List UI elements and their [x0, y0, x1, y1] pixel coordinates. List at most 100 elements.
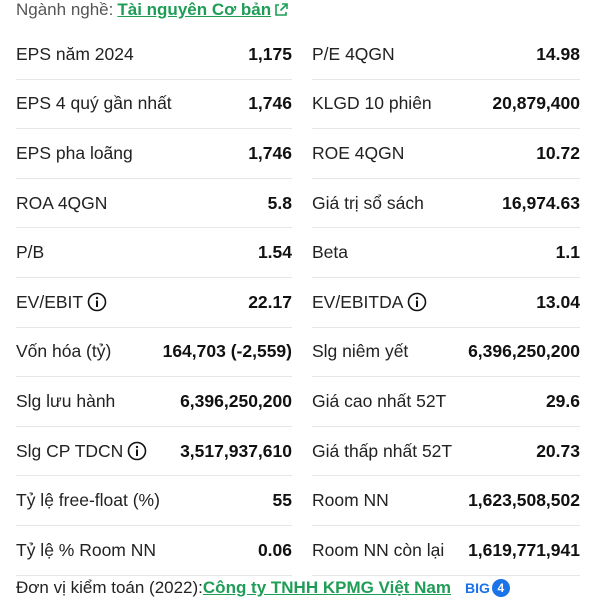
stats-row: EPS pha loãng 1,746 ROE 4QGN 10.72 — [0, 129, 600, 179]
big4-text: BIG — [465, 580, 490, 596]
stats-row: ROA 4QGN 5.8 Giá trị sổ sách 16,974.63 — [0, 179, 600, 229]
stat-cell: Giá trị sổ sách 16,974.63 — [312, 179, 580, 229]
stat-value: 1.54 — [257, 242, 292, 263]
stat-label-text: EPS pha loãng — [16, 142, 133, 163]
stat-label-text: EPS năm 2024 — [16, 43, 134, 64]
external-link-icon — [275, 3, 288, 16]
stat-value: 16,974.63 — [502, 192, 580, 213]
stat-label: EPS năm 2024 — [16, 44, 134, 65]
stat-value: 22.17 — [248, 291, 292, 312]
stat-cell: Room NN 1,623,508,502 — [312, 476, 580, 526]
stat-label-text: Giá trị sổ sách — [312, 192, 424, 213]
stats-row: Slg lưu hành 6,396,250,200 Giá cao nhất 52… — [0, 377, 600, 427]
stat-cell: Beta 1.1 — [312, 228, 580, 278]
stat-label: KLGD 10 phiên — [312, 93, 432, 114]
stat-cell: KLGD 10 phiên 20,879,400 — [312, 80, 580, 130]
stat-value: 1,746 — [248, 142, 292, 163]
stat-value: 13.04 — [536, 291, 580, 312]
stat-value: 1.1 — [555, 242, 580, 263]
industry-value: Tài nguyên Cơ bản — [117, 0, 272, 19]
industry-line: Ngành nghề: Tài nguyên Cơ bản — [16, 0, 289, 24]
stat-label: Slg lưu hành — [16, 391, 115, 412]
stat-cell: Tỷ lệ free-float (%) 55 — [16, 476, 292, 526]
stat-cell: Tỷ lệ % Room NN 0.06 — [16, 526, 292, 576]
stat-label: Room NN — [312, 490, 389, 511]
stat-value: 10.72 — [536, 142, 580, 163]
stat-label: EV/EBIT — [16, 292, 107, 313]
stat-label-text: Tỷ lệ % Room NN — [16, 539, 157, 560]
stat-label-text: Giá cao nhất 52T — [312, 390, 447, 411]
stat-label: ROE 4QGN — [312, 143, 404, 164]
stat-value: 1,623,508,502 — [468, 490, 580, 511]
stat-cell: ROA 4QGN 5.8 — [16, 179, 292, 229]
stats-row: EPS năm 2024 1,175 P/E 4QGN 14.98 — [0, 30, 600, 80]
stat-cell: EPS 4 quý gần nhất 1,746 — [16, 80, 292, 130]
stat-cell: ROE 4QGN 10.72 — [312, 129, 580, 179]
stat-label-text: KLGD 10 phiên — [312, 93, 432, 114]
stat-label-text: EPS 4 quý gần nhất — [16, 93, 172, 114]
big4-number: 4 — [491, 579, 510, 597]
stat-label-text: Room NN — [312, 490, 389, 511]
stat-label: Giá trị sổ sách — [312, 193, 424, 214]
stat-label-text: Slg niêm yết — [312, 341, 409, 362]
stat-label: EPS pha loãng — [16, 143, 133, 164]
stat-label-text: Tỷ lệ free-float (%) — [16, 490, 160, 511]
stat-value: 29.6 — [545, 390, 580, 411]
stat-label: P/E 4QGN — [312, 44, 395, 65]
stat-cell: P/E 4QGN 14.98 — [312, 30, 580, 80]
stat-cell: EPS năm 2024 1,175 — [16, 30, 292, 80]
stat-label-text: P/B — [16, 242, 45, 263]
stat-cell: EV/EBIT 22.17 — [16, 278, 292, 328]
stat-value: 164,703 (-2,559) — [162, 341, 292, 362]
info-icon[interactable] — [87, 292, 107, 312]
stat-value: 14.98 — [536, 43, 580, 64]
stat-label: ROA 4QGN — [16, 193, 107, 214]
stat-value: 3,517,937,610 — [180, 440, 292, 461]
stat-label-text: P/E 4QGN — [312, 43, 395, 64]
auditor-link[interactable]: Công ty TNHH KPMG Việt Nam — [202, 578, 451, 597]
stat-label: Tỷ lệ % Room NN — [16, 540, 156, 561]
stats-row: EV/EBIT 22.17 EV/EBITDA 13.04 — [0, 278, 600, 328]
stat-cell: EV/EBITDA 13.04 — [312, 278, 580, 328]
stat-label-text: Slg lưu hành — [16, 390, 116, 411]
stat-label: Vốn hóa (tỷ) — [16, 341, 111, 362]
stat-value: 0.06 — [257, 539, 292, 560]
auditor-label: Đơn vị kiểm toán (2022): — [16, 578, 203, 597]
info-icon[interactable] — [407, 292, 427, 312]
stat-label-text: Beta — [312, 242, 348, 263]
stat-cell: P/B 1.54 — [16, 228, 292, 278]
stat-label-text: Slg CP TDCN — [16, 440, 124, 461]
stats-row: Tỷ lệ % Room NN 0.06 Room NN còn lại 1,619,… — [0, 526, 600, 576]
stat-value: 1,746 — [248, 93, 292, 114]
stat-label-text: Room NN còn lại — [312, 539, 445, 560]
stat-cell: Giá cao nhất 52T 29.6 — [312, 377, 580, 427]
stat-label-text: Giá thấp nhất 52T — [312, 440, 453, 461]
stat-cell: Slg lưu hành 6,396,250,200 — [16, 377, 292, 427]
stat-label: Giá thấp nhất 52T — [312, 441, 452, 462]
stat-label-text: ROE 4QGN — [312, 142, 405, 163]
stat-label: Giá cao nhất 52T — [312, 391, 446, 412]
stat-label-text: EV/EBIT — [16, 291, 84, 312]
stat-label: Slg CP TDCN — [16, 441, 147, 462]
stat-cell: Slg CP TDCN 3,517,937,610 — [16, 427, 292, 477]
info-icon[interactable] — [127, 441, 147, 461]
stat-value: 1,619,771,941 — [468, 539, 580, 560]
stat-cell: Giá thấp nhất 52T 20.73 — [312, 427, 580, 477]
stat-cell: Slg niêm yết 6,396,250,200 — [312, 328, 580, 378]
industry-link[interactable]: Tài nguyên Cơ bản — [117, 0, 289, 20]
stats-row: EPS 4 quý gần nhất 1,746 KLGD 10 phiên 20,8… — [0, 80, 600, 130]
stats-row: Slg CP TDCN 3,517,937,610 Giá thấp nhất 52… — [0, 427, 600, 477]
stat-label-text: Vốn hóa (tỷ) — [16, 341, 112, 362]
stat-value: 1,175 — [248, 43, 292, 64]
stat-label: Beta — [312, 242, 348, 263]
stat-label-text: ROA 4QGN — [16, 192, 108, 213]
stats-row: Tỷ lệ free-float (%) 55 Room NN 1,623,508,5… — [0, 476, 600, 526]
stat-value: 20.73 — [536, 440, 580, 461]
stat-value: 5.8 — [267, 192, 292, 213]
stat-cell: EPS pha loãng 1,746 — [16, 129, 292, 179]
stat-label: Slg niêm yết — [312, 341, 408, 362]
stats-grid: EPS năm 2024 1,175 P/E 4QGN 14.98 EPS 4 quý … — [0, 30, 600, 576]
stat-value: 55 — [272, 490, 292, 511]
stat-value: 20,879,400 — [492, 93, 580, 114]
stat-cell: Vốn hóa (tỷ) 164,703 (-2,559) — [16, 328, 292, 378]
